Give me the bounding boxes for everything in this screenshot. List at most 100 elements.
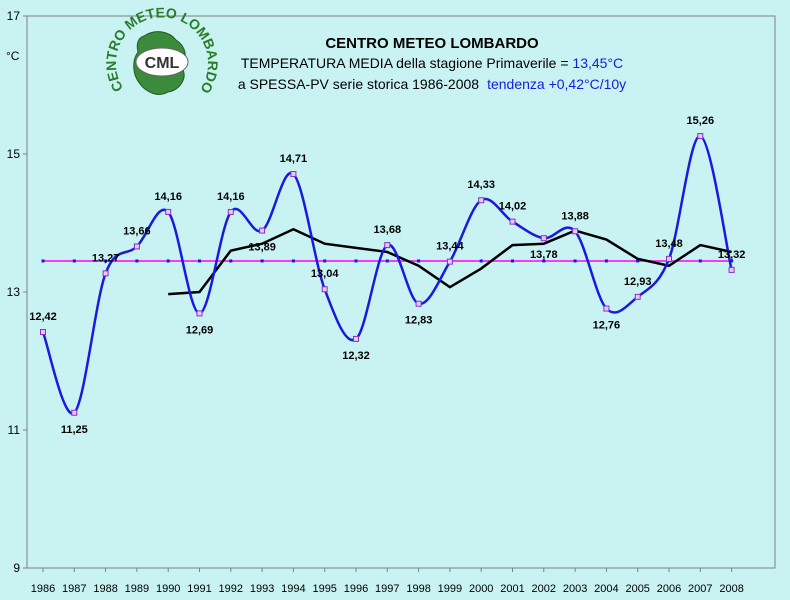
mean-marker xyxy=(41,259,45,263)
temperature-line xyxy=(41,134,733,415)
chart-subtitle-line1: TEMPERATURA MEDIA della stagione Primave… xyxy=(241,55,623,71)
y-axis: 9 11 13 15 17 xyxy=(7,9,27,575)
data-label: 14,16 xyxy=(154,191,182,203)
mean-marker xyxy=(479,259,483,263)
data-point xyxy=(321,286,328,293)
x-tick-label: 2006 xyxy=(657,583,681,595)
y-tick-label: 11 xyxy=(8,423,21,437)
x-tick-label: 1987 xyxy=(62,583,86,595)
x-tick-label: 1988 xyxy=(93,583,117,595)
data-point xyxy=(540,235,547,242)
y-tick-label: 13 xyxy=(7,285,21,299)
data-point xyxy=(71,409,78,416)
mean-marker xyxy=(636,259,640,263)
data-point xyxy=(603,305,610,312)
data-point xyxy=(165,208,172,215)
y-tick-label: 9 xyxy=(13,561,20,575)
mean-marker xyxy=(291,259,295,263)
data-label: 13,44 xyxy=(436,241,464,253)
data-point xyxy=(478,197,485,204)
x-tick-label: 2002 xyxy=(532,583,556,595)
x-tick-label: 2005 xyxy=(625,583,649,595)
mean-marker xyxy=(417,259,421,263)
data-label: 13,88 xyxy=(561,210,589,222)
mean-marker xyxy=(166,259,170,263)
x-tick-label: 2003 xyxy=(563,583,587,595)
data-labels: 12,42 11,25 13,27 13,66 14,16 12,69 14,16 13,89… xyxy=(29,115,745,436)
mean-marker xyxy=(385,259,389,263)
data-label: 13,66 xyxy=(123,225,151,237)
mean-marker xyxy=(72,259,76,263)
data-label: 14,02 xyxy=(499,201,527,213)
mean-marker xyxy=(198,259,201,263)
mean-marker xyxy=(698,259,702,263)
data-label: 12,76 xyxy=(593,320,621,332)
plot-area xyxy=(26,15,776,569)
y-tick-label: 15 xyxy=(7,147,21,161)
mean-marker xyxy=(104,259,108,263)
mean-marker xyxy=(573,259,577,263)
data-label: 13,78 xyxy=(530,249,558,261)
data-point xyxy=(290,171,297,178)
x-tick-label: 2008 xyxy=(719,583,743,595)
data-label: 12,32 xyxy=(342,350,370,362)
data-point xyxy=(572,228,579,235)
data-point xyxy=(102,270,109,277)
data-label: 14,71 xyxy=(280,153,308,165)
data-label: 13,32 xyxy=(718,249,746,261)
data-point xyxy=(509,218,516,225)
mean-marker xyxy=(229,259,233,263)
data-label: 13,04 xyxy=(311,268,339,280)
data-label: 11,25 xyxy=(61,424,88,436)
mean-marker xyxy=(604,259,608,263)
data-point xyxy=(384,242,391,249)
data-point xyxy=(353,335,359,342)
x-tick-label: 1999 xyxy=(438,583,462,595)
mean-marker xyxy=(323,259,327,263)
mean-marker xyxy=(511,259,514,263)
data-point xyxy=(196,310,203,317)
x-tick-label: 1990 xyxy=(156,583,180,595)
chart-subtitle-line2: a SPESSA-PV serie storica 1986-2008 tende… xyxy=(238,76,626,92)
x-tick-label: 1996 xyxy=(344,583,368,595)
data-point xyxy=(634,293,641,300)
data-point xyxy=(666,255,672,262)
logo-badge xyxy=(135,47,189,77)
moving-average-line xyxy=(168,227,732,296)
x-tick-label: 2007 xyxy=(688,583,712,595)
x-tick-label: 1994 xyxy=(281,583,305,595)
mean-marker xyxy=(730,259,734,263)
data-point xyxy=(697,133,704,140)
x-axis: 1986 1987 1988 1989 1990 1991 1992 1993 1994 1995… xyxy=(31,568,744,595)
data-label: 15,26 xyxy=(687,115,715,127)
y-axis-label: °C xyxy=(6,49,20,63)
mean-marker xyxy=(354,259,358,263)
data-label: 14,33 xyxy=(467,179,495,191)
data-point xyxy=(40,329,46,336)
data-label: 14,16 xyxy=(217,191,245,203)
x-tick-label: 1992 xyxy=(219,583,243,595)
data-label: 12,69 xyxy=(186,324,214,336)
x-tick-label: 1993 xyxy=(250,583,274,595)
data-label: 12,42 xyxy=(29,311,57,323)
x-tick-label: 1991 xyxy=(187,583,211,595)
mean-marker xyxy=(135,259,139,263)
mean-marker xyxy=(542,259,546,263)
data-point xyxy=(415,300,422,307)
data-point xyxy=(728,266,735,273)
data-point xyxy=(227,208,234,215)
data-label: 13,68 xyxy=(374,224,402,236)
chart-title: CENTRO METEO LOMBARDO xyxy=(325,35,539,52)
x-tick-label: 1995 xyxy=(312,583,336,595)
x-tick-label: 1997 xyxy=(375,583,399,595)
data-label: 12,93 xyxy=(624,276,652,288)
data-point xyxy=(259,227,266,234)
data-label: 13,89 xyxy=(248,242,276,254)
x-tick-label: 2000 xyxy=(469,583,493,595)
y-tick-label: 17 xyxy=(7,9,21,23)
x-tick-label: 1989 xyxy=(125,583,149,595)
x-tick-label: 2001 xyxy=(500,583,524,595)
x-tick-label: 2004 xyxy=(594,583,618,595)
